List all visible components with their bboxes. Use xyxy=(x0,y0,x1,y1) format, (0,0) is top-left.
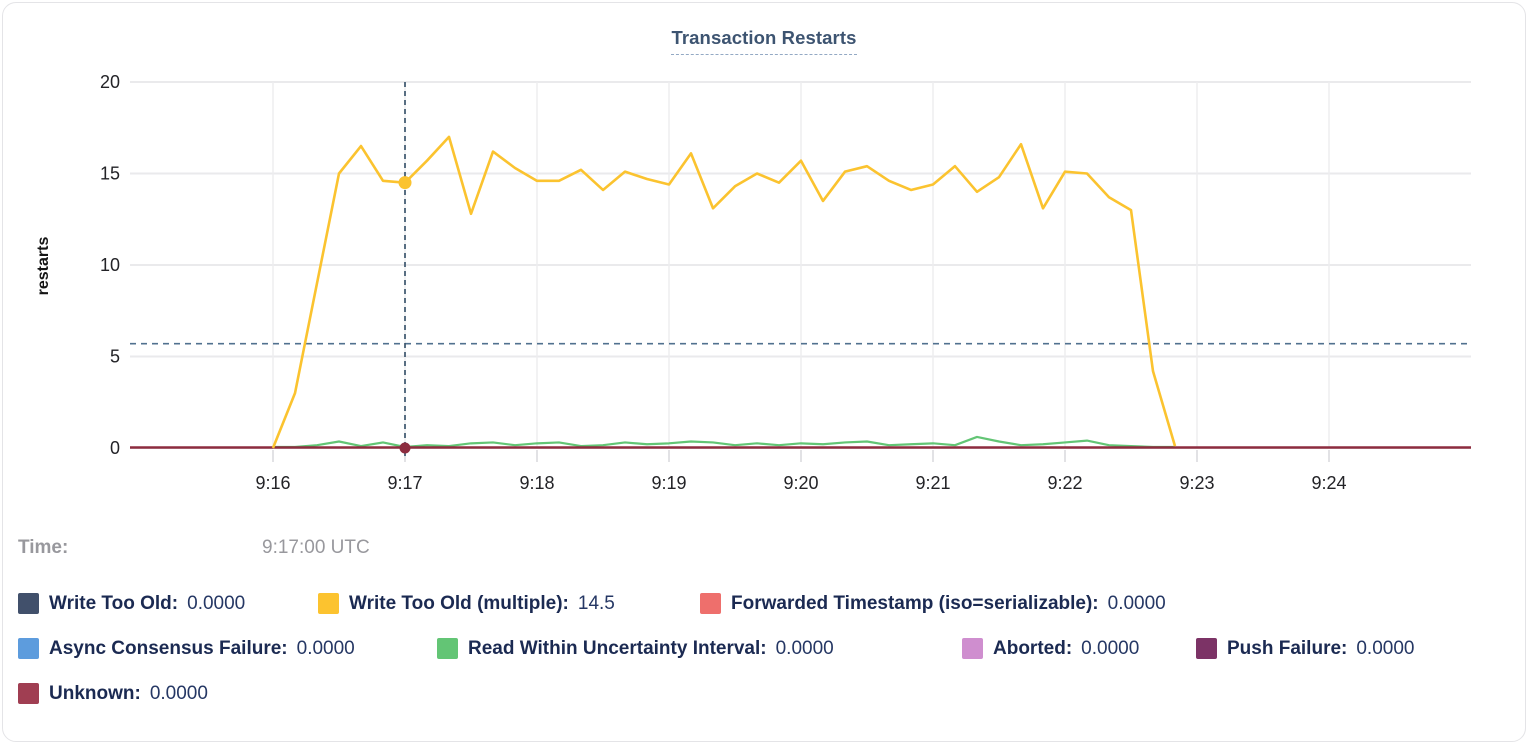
hover-dot-unknown xyxy=(399,442,411,454)
hover-time-label: Time: xyxy=(18,537,69,558)
chart-title: Transaction Restarts xyxy=(671,27,857,55)
legend-swatch xyxy=(318,593,339,614)
legend-swatch xyxy=(962,638,983,659)
legend-item-forwarded-timestamp-iso-serializable[interactable]: Forwarded Timestamp (iso=serializable): 0… xyxy=(700,592,1166,615)
x-tick-label: 9:18 xyxy=(519,473,554,493)
legend-label: Unknown: xyxy=(49,682,141,704)
legend-value: 0.0000 xyxy=(1356,637,1415,659)
x-tick-label: 9:23 xyxy=(1179,473,1214,493)
y-tick-label: 15 xyxy=(100,164,120,184)
legend-label: Aborted: xyxy=(993,637,1073,659)
series-read-within-uncertainty-line xyxy=(273,435,1175,449)
legend-swatch xyxy=(700,593,721,614)
legend-item-aborted[interactable]: Aborted: 0.0000 xyxy=(962,637,1139,660)
x-tick-label: 9:17 xyxy=(387,473,422,493)
series-write-too-old-multiple-line xyxy=(271,135,1177,449)
legend-label: Push Failure: xyxy=(1227,637,1348,659)
legend-label: Async Consensus Failure: xyxy=(49,637,288,659)
y-tick-label: 0 xyxy=(110,438,120,458)
x-tick-label: 9:20 xyxy=(783,473,818,493)
legend-item-async-consensus-failure[interactable]: Async Consensus Failure: 0.0000 xyxy=(18,637,355,660)
legend-value: 0.0000 xyxy=(187,592,246,614)
y-axis-label: restarts xyxy=(35,237,52,296)
legend-item-write-too-old-multiple[interactable]: Write Too Old (multiple): 14.5 xyxy=(318,592,615,615)
legend-label: Write Too Old (multiple): xyxy=(349,592,569,614)
legend-item-read-within-uncertainty-interval[interactable]: Read Within Uncertainty Interval: 0.0000 xyxy=(437,637,834,660)
legend-swatch xyxy=(437,638,458,659)
legend-value: 0.0000 xyxy=(149,682,208,704)
x-tick-label: 9:24 xyxy=(1311,473,1346,493)
legend-swatch xyxy=(18,638,39,659)
y-tick-label: 20 xyxy=(100,72,120,92)
legend-item-push-failure[interactable]: Push Failure: 0.0000 xyxy=(1196,637,1414,660)
x-tick-label: 9:16 xyxy=(255,473,290,493)
legend-label: Write Too Old: xyxy=(49,592,179,614)
legend-label: Forwarded Timestamp (iso=serializable): xyxy=(731,592,1099,614)
legend-swatch xyxy=(18,593,39,614)
legend-item-unknown[interactable]: Unknown: 0.0000 xyxy=(18,682,208,705)
hover-dot-write-too-old-multiple xyxy=(398,176,412,190)
legend-value: 0.0000 xyxy=(1107,592,1166,614)
legend-item-write-too-old[interactable]: Write Too Old: 0.0000 xyxy=(18,592,245,615)
legend-label: Read Within Uncertainty Interval: xyxy=(468,637,767,659)
x-tick-label: 9:19 xyxy=(651,473,686,493)
legend-value: 14.5 xyxy=(577,592,615,614)
y-tick-label: 5 xyxy=(110,347,120,367)
transaction-restarts-chart[interactable]: 0 5 10 15 20 9:16 9:17 9:18 9:19 9:20 9:21 9:22 9:23… xyxy=(0,0,1528,530)
x-tick-label: 9:21 xyxy=(915,473,950,493)
hover-time-value: 9:17:00 UTC xyxy=(262,537,370,558)
hover-time-row: Time: 9:17:00 UTC xyxy=(0,537,1528,563)
legend-value: 0.0000 xyxy=(775,637,834,659)
legend-value: 0.0000 xyxy=(1081,637,1140,659)
legend-swatch xyxy=(18,683,39,704)
legend-value: 0.0000 xyxy=(296,637,355,659)
y-tick-label: 10 xyxy=(100,255,120,275)
legend-swatch xyxy=(1196,638,1217,659)
x-tick-label: 9:22 xyxy=(1047,473,1082,493)
